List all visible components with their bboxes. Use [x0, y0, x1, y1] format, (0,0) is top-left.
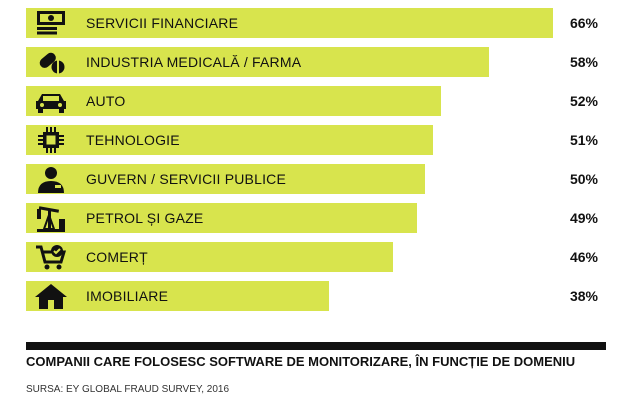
- pills-icon: [33, 47, 69, 77]
- category-label: COMERȚ: [86, 249, 148, 265]
- house-icon: [33, 281, 69, 311]
- chart-title: COMPANII CARE FOLOSESC SOFTWARE DE MONIT…: [26, 354, 576, 369]
- value-label: 49%: [569, 210, 598, 226]
- bar: [26, 242, 393, 272]
- chip-icon: [33, 125, 69, 155]
- value-label: 46%: [569, 249, 598, 265]
- bar-chart: SERVICII FINANCIARE 66% INDUSTRIA MEDICALĂ…: [26, 8, 598, 311]
- value-label: 66%: [569, 15, 598, 31]
- category-label: SERVICII FINANCIARE: [86, 15, 239, 31]
- bar: [26, 164, 425, 194]
- oil-pump-icon: [33, 203, 69, 233]
- category-label: TEHNOLOGIE: [86, 132, 180, 148]
- value-label: 58%: [569, 54, 598, 70]
- banknotes-icon: [33, 8, 69, 38]
- bar: [26, 47, 489, 77]
- bar: [26, 86, 441, 116]
- category-label: INDUSTRIA MEDICALĂ / FARMA: [86, 54, 302, 70]
- official-person-icon: [33, 164, 69, 194]
- car-icon: [33, 86, 69, 116]
- shopping-cart-icon: [33, 242, 69, 272]
- bar: [26, 8, 553, 38]
- value-label: 38%: [569, 288, 598, 304]
- title-rule: [26, 342, 606, 350]
- chart-source: SURSA: EY GLOBAL FRAUD SURVEY, 2016: [26, 384, 230, 395]
- value-label: 51%: [569, 132, 598, 148]
- category-label: PETROL ȘI GAZE: [86, 210, 204, 226]
- category-label: GUVERN / SERVICII PUBLICE: [86, 171, 287, 187]
- bar: [26, 203, 417, 233]
- value-label: 52%: [569, 93, 598, 109]
- category-label: AUTO: [86, 93, 126, 109]
- bar: [26, 281, 329, 311]
- category-label: IMOBILIARE: [86, 288, 169, 304]
- bar: [26, 125, 433, 155]
- value-label: 50%: [569, 171, 598, 187]
